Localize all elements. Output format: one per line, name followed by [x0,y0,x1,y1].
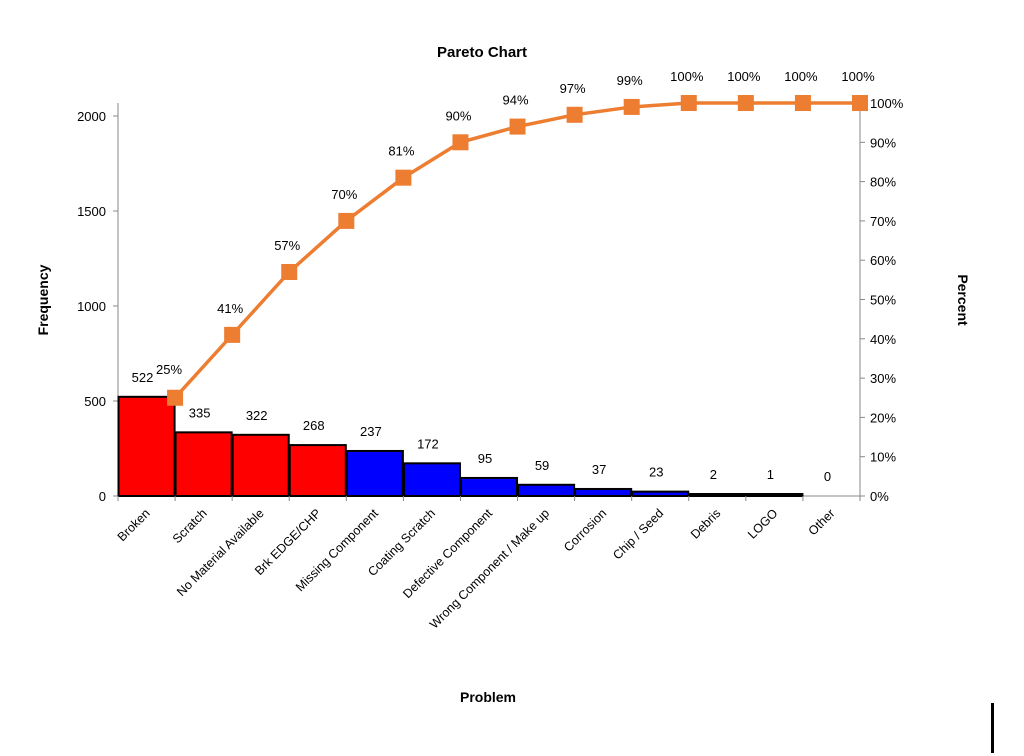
y-tick-label: 500 [84,394,106,409]
cumulative-percent-marker [509,118,526,135]
bar-value-label: 1 [767,467,774,482]
cumulative-percent-marker [338,212,355,229]
cumulative-percent-label: 100% [784,69,818,84]
bar-value-label: 59 [535,458,549,473]
bar-value-label: 23 [649,465,663,480]
bar [231,433,290,498]
bar-value-label: 0 [824,469,831,484]
y2-tick-label: 20% [870,410,896,425]
y-axis-title: Frequency [35,264,51,335]
y-tick-label: 0 [99,489,106,504]
bar-value-label: 322 [246,408,268,423]
y-tick-label: 2000 [77,109,106,124]
y2-tick-label: 80% [870,175,896,190]
cumulative-percent-label: 100% [841,69,875,84]
cumulative-percent-label: 94% [503,93,529,108]
y-tick-label: 1000 [77,299,106,314]
category-label: Other [806,506,838,538]
cumulative-percent-label: 41% [217,301,243,316]
y2-tick-label: 60% [870,253,896,268]
cumulative-percent-label: 57% [274,238,300,253]
cumulative-percent-label: 90% [445,108,471,123]
bar-value-label: 95 [478,451,492,466]
category-label: Chip / Seed [610,506,666,562]
bar-value-label: 268 [303,418,325,433]
bar-value-label: 172 [417,436,439,451]
y2-tick-label: 70% [870,214,896,229]
bar-value-label: 2 [710,467,717,482]
y2-tick-label: 90% [870,135,896,150]
category-label: Corrosion [561,506,609,554]
cumulative-percent-marker [167,389,184,406]
bar-value-label: 237 [360,424,382,439]
y2-tick-label: 50% [870,293,896,308]
cumulative-percent-label: 25% [156,362,182,377]
cumulative-percent-marker [452,134,469,151]
y2-tick-label: 10% [870,450,896,465]
cumulative-percent-marker [566,106,583,123]
cumulative-percent-label: 100% [727,69,761,84]
cumulative-percent-marker [281,263,298,280]
category-label: Scratch [170,506,210,546]
bar [517,483,576,498]
cumulative-percent-label: 99% [617,73,643,88]
bar [745,493,804,497]
cumulative-percent-marker [623,98,640,115]
y-tick-label: 1500 [77,204,106,219]
chart-title: Pareto Chart [437,44,527,61]
plot-area: 0 500 1000 1500 2000 0% 10% 20% 30% 40% 50% 60% 70% 8… [77,69,904,631]
cumulative-percent-label: 81% [388,144,414,159]
text-cursor [991,703,994,753]
bar [288,444,347,497]
cumulative-percent-marker [794,95,811,111]
bar [345,449,404,497]
cumulative-percent-marker [224,326,241,343]
bar [574,487,633,498]
y2-tick-label: 100% [870,96,904,111]
cumulative-percent-label: 100% [670,69,704,84]
bar [174,431,233,498]
bar-value-label: 522 [132,370,154,385]
cumulative-percent-marker [395,169,412,186]
category-label: Debris [688,506,723,541]
category-label: Broken [115,506,153,544]
cumulative-percent-label: 97% [560,81,586,96]
y2-tick-label: 40% [870,332,896,347]
x-axis-title: Problem [460,689,516,705]
cumulative-percent-label: 70% [331,187,357,202]
category-label: LOGO [745,506,781,542]
bar-value-label: 335 [189,405,211,420]
bar [117,395,176,498]
bar [688,493,747,497]
bar [402,462,461,498]
cumulative-percent-marker [852,95,868,111]
category-label: Wrong Component / Make up [427,506,552,631]
cumulative-percent-marker [680,95,697,111]
y2-tick-label: 30% [870,371,896,386]
cumulative-percent-marker [737,95,754,111]
y2-axis-title: Percent [955,274,971,326]
bar [459,476,519,498]
y2-tick-label: 0% [870,489,889,504]
bar-value-label: 37 [592,462,606,477]
bar [631,490,690,498]
